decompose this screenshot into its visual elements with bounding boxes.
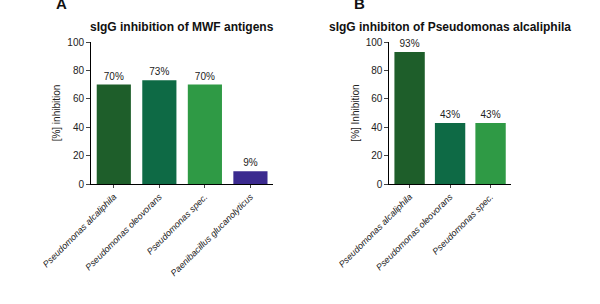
svg-text:43%: 43% bbox=[480, 109, 500, 120]
svg-text:[%] Inhibition: [%] Inhibition bbox=[350, 84, 361, 141]
svg-text:sIgG inhibiton of Pseudomonas: sIgG inhibiton of Pseudomonas alcaliphil… bbox=[329, 20, 571, 34]
svg-text:80: 80 bbox=[371, 65, 383, 76]
svg-text:Pseudomonas alcaliphila: Pseudomonas alcaliphila bbox=[337, 192, 414, 269]
svg-text:100: 100 bbox=[67, 37, 84, 48]
svg-text:Pseudomonas alcaliphila: Pseudomonas alcaliphila bbox=[41, 192, 118, 269]
svg-text:93%: 93% bbox=[400, 38, 420, 49]
svg-text:20: 20 bbox=[73, 150, 85, 161]
svg-text:Pseudomonas oleovorans: Pseudomonas oleovorans bbox=[83, 191, 164, 272]
svg-text:Paenibacillus glucanolyticus: Paenibacillus glucanolyticus bbox=[169, 191, 256, 278]
svg-text:70%: 70% bbox=[195, 71, 215, 82]
svg-text:[%] inhibition: [%] inhibition bbox=[51, 85, 62, 142]
svg-text:sIgG inhibition of MWF antigen: sIgG inhibition of MWF antigens bbox=[90, 20, 274, 34]
svg-text:60: 60 bbox=[73, 93, 85, 104]
svg-text:9%: 9% bbox=[243, 157, 258, 168]
svg-text:Pseudomonas oleovorans: Pseudomonas oleovorans bbox=[374, 191, 455, 272]
svg-text:43%: 43% bbox=[440, 109, 460, 120]
svg-text:A: A bbox=[56, 0, 67, 12]
svg-text:80: 80 bbox=[73, 65, 85, 76]
svg-text:0: 0 bbox=[377, 179, 383, 190]
svg-text:70%: 70% bbox=[104, 71, 124, 82]
svg-text:Pseudomonas spec.: Pseudomonas spec. bbox=[430, 192, 495, 257]
svg-text:40: 40 bbox=[73, 122, 85, 133]
svg-text:0: 0 bbox=[78, 179, 84, 190]
svg-text:60: 60 bbox=[371, 93, 383, 104]
svg-text:100: 100 bbox=[366, 37, 383, 48]
svg-text:B: B bbox=[354, 0, 365, 12]
svg-text:40: 40 bbox=[371, 122, 383, 133]
svg-text:20: 20 bbox=[371, 150, 383, 161]
svg-text:Pseudomonas spec.: Pseudomonas spec. bbox=[145, 192, 210, 257]
svg-text:73%: 73% bbox=[149, 66, 169, 77]
